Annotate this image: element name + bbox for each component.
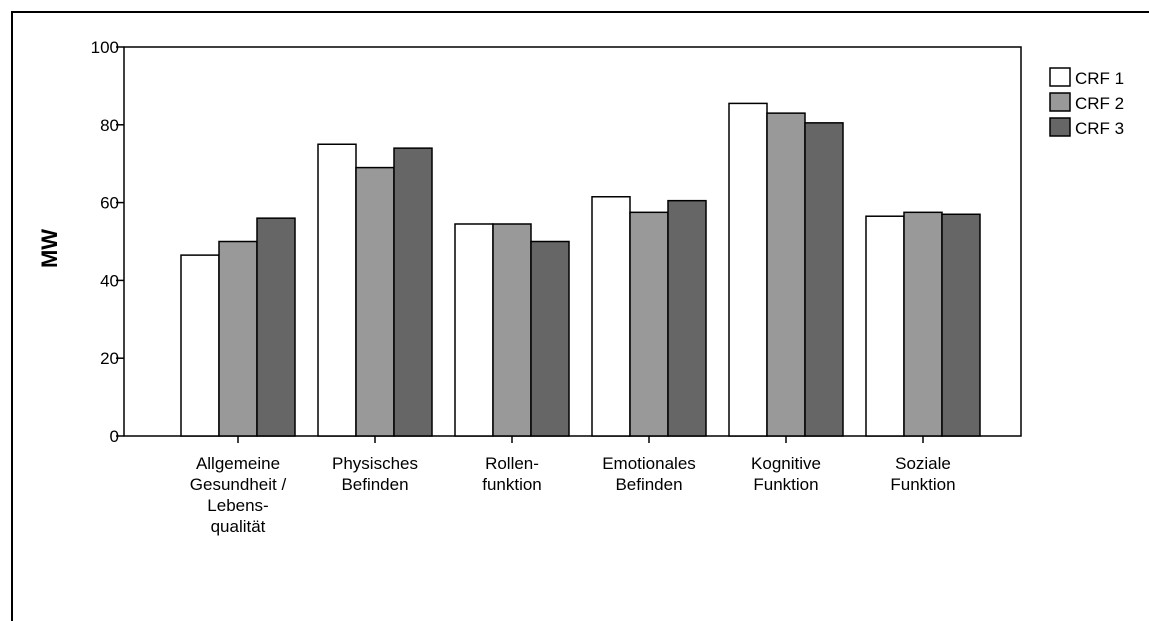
legend-label-crf-2: CRF 2 <box>1075 94 1124 113</box>
x-category-label-0-line-3: qualität <box>211 517 266 536</box>
x-category-label-1-line-0: Physisches <box>332 454 418 473</box>
bar-crf-2-cat-3 <box>629 211 669 437</box>
chart: 0 20 40 60 80 100 MW Allgemeine Gesundheit / Lebe… <box>37 38 1124 536</box>
bar-crf-1-cat-5 <box>865 215 905 437</box>
x-category-label-4-line-0: Kognitive <box>751 454 821 473</box>
y-axis-label: MW <box>37 229 62 268</box>
bar-crf-1-cat-4 <box>728 102 768 437</box>
x-category-label-4-line-1: Funktion <box>753 475 818 494</box>
bar-crf-3-cat-0 <box>256 217 296 437</box>
bar-crf-2-cat-4 <box>766 112 806 437</box>
bar-crf-3-cat-3 <box>667 199 707 437</box>
bar-crf-2-cat-2 <box>492 223 532 437</box>
bar-crf-3-cat-5 <box>941 213 981 437</box>
y-tick-label-80: 80 <box>100 116 119 135</box>
bar-crf-2-cat-1 <box>355 166 395 437</box>
bar-crf-3-cat-4 <box>804 122 844 437</box>
legend-label-crf-1: CRF 1 <box>1075 69 1124 88</box>
y-tick-label-40: 40 <box>100 271 119 290</box>
x-category-label-5-line-0: Soziale <box>895 454 951 473</box>
y-tick-label-60: 60 <box>100 194 119 213</box>
y-tick-label-100: 100 <box>91 38 119 57</box>
y-tick-label-0: 0 <box>110 427 119 446</box>
x-category-label-0-line-2: Lebens- <box>207 496 268 515</box>
x-category-label-3-line-1: Befinden <box>615 475 682 494</box>
bar-crf-1-cat-2 <box>454 223 494 437</box>
x-category-label-3-line-0: Emotionales <box>602 454 696 473</box>
bar-crf-3-cat-2 <box>530 240 570 437</box>
bar-crf-1-cat-1 <box>317 143 357 437</box>
x-category-label-0-line-1: Gesundheit / <box>190 475 287 494</box>
legend-swatch-crf-3 <box>1049 117 1071 137</box>
bar-crf-3-cat-1 <box>393 147 433 437</box>
x-category-label-2-line-1: funktion <box>482 475 542 494</box>
legend-swatch-crf-1 <box>1049 67 1071 87</box>
bar-crf-2-cat-5 <box>903 211 943 437</box>
legend-swatch-crf-2 <box>1049 92 1071 112</box>
bar-crf-1-cat-3 <box>591 196 631 437</box>
x-category-label-1-line-1: Befinden <box>341 475 408 494</box>
x-category-label-0-line-0: Allgemeine <box>196 454 280 473</box>
bar-crf-1-cat-0 <box>180 254 220 437</box>
x-category-label-2-line-0: Rollen- <box>485 454 539 473</box>
plot-area <box>123 46 1022 437</box>
chart-frame <box>11 11 1149 621</box>
y-tick-label-20: 20 <box>100 349 119 368</box>
legend-label-crf-3: CRF 3 <box>1075 119 1124 138</box>
bar-crf-2-cat-0 <box>218 240 258 437</box>
x-category-label-5-line-1: Funktion <box>890 475 955 494</box>
